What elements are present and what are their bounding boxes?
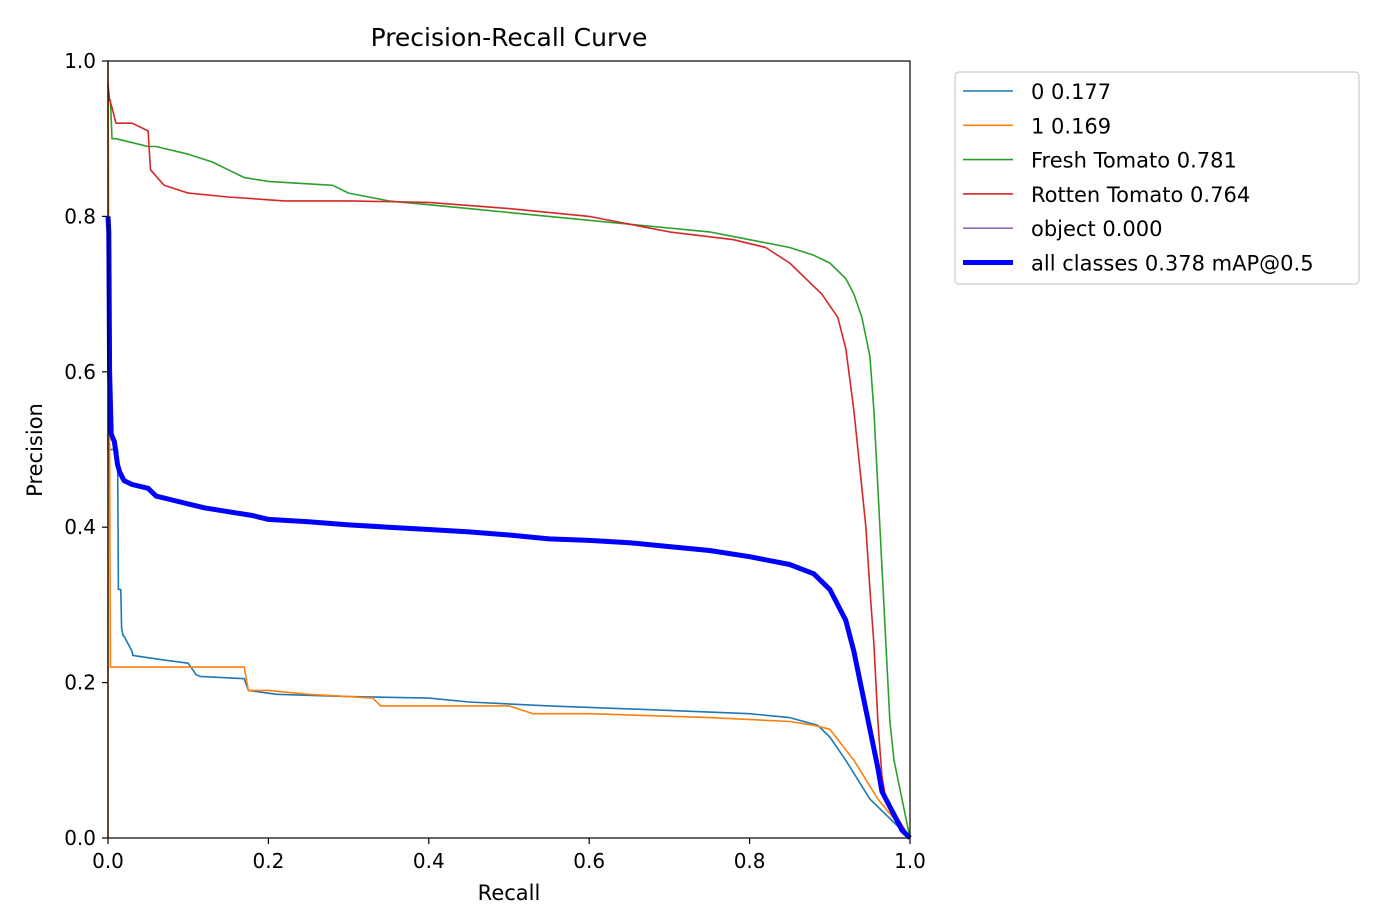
x-tick-label: 1.0 [894, 849, 926, 873]
y-tick-label: 0.8 [64, 204, 96, 228]
legend-label-0: 0 0.177 [1031, 80, 1111, 104]
legend-box [954, 71, 1360, 285]
y-tick-label: 0.4 [64, 515, 96, 539]
y-tick-label: 0.6 [64, 360, 96, 384]
legend-label-2: Fresh Tomato 0.781 [1031, 149, 1237, 173]
x-axis-label: Recall [478, 881, 541, 905]
x-tick-label: 0.0 [92, 849, 124, 873]
series-line-0 [107, 434, 911, 839]
legend: 0 0.177 1 0.169 Fresh Tomato 0.781 Rotten T… [954, 71, 1360, 285]
chart-title: Precision-Recall Curve [371, 23, 648, 52]
y-tick-label: 0.2 [64, 671, 96, 695]
x-tick-label: 0.4 [413, 849, 445, 873]
legend-label-5: all classes 0.378 mAP@0.5 [1031, 252, 1314, 276]
legend-label-1: 1 0.169 [1031, 114, 1111, 138]
x-tick-label: 0.6 [573, 849, 605, 873]
y-tick-label: 1.0 [64, 49, 96, 73]
x-tick-label: 0.2 [252, 849, 284, 873]
y-axis-label: Precision [23, 403, 47, 497]
series-line-3 [107, 84, 911, 839]
series-line-1 [107, 60, 911, 839]
legend-label-4: object 0.000 [1031, 217, 1163, 241]
x-tick-label: 0.8 [734, 849, 766, 873]
y-tick-label: 0.0 [64, 826, 96, 850]
legend-label-3: Rotten Tomato 0.764 [1031, 183, 1250, 207]
series-line-5 [105, 216, 912, 840]
plot-area [108, 61, 910, 838]
plot-frame [107, 60, 911, 839]
